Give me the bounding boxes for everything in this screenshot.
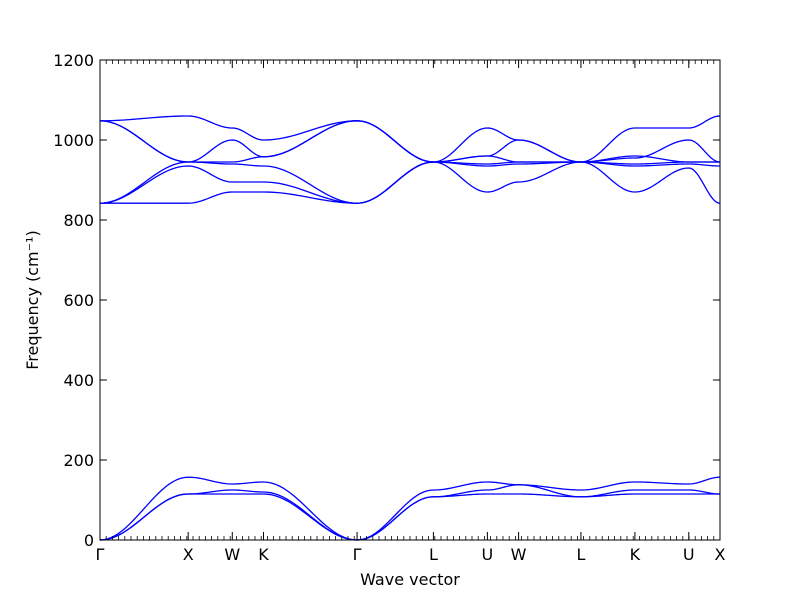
x-tick-label: Γ bbox=[96, 545, 105, 564]
band-line-4 bbox=[100, 161, 721, 204]
band-line-5 bbox=[99, 161, 721, 204]
x-tick-label: Γ bbox=[353, 545, 362, 564]
band-line-2 bbox=[99, 484, 721, 541]
x-tick-label: K bbox=[630, 545, 641, 564]
x-tick-label: X bbox=[715, 545, 726, 564]
x-tick-label: K bbox=[258, 545, 269, 564]
band-lines bbox=[99, 115, 721, 541]
x-tick-label: L bbox=[576, 545, 585, 564]
x-tick-label: W bbox=[511, 545, 527, 564]
axis-ticks bbox=[99, 59, 721, 541]
x-axis-label: Wave vector bbox=[360, 570, 460, 589]
x-tick-label: U bbox=[683, 545, 695, 564]
y-tick-label: 1200 bbox=[53, 51, 94, 70]
x-tick-label: X bbox=[183, 545, 194, 564]
x-tick-label: W bbox=[224, 545, 240, 564]
y-tick-label: 200 bbox=[63, 451, 94, 470]
band-line-6 bbox=[99, 161, 720, 204]
y-tick-label: 400 bbox=[63, 371, 94, 390]
plot-frame bbox=[99, 59, 721, 541]
band-line-7 bbox=[99, 120, 720, 163]
band-line-1 bbox=[99, 493, 720, 541]
x-tick-label: L bbox=[429, 545, 438, 564]
y-tick-label: 0 bbox=[84, 531, 94, 550]
y-tick-label: 800 bbox=[63, 211, 94, 230]
y-tick-label: 1000 bbox=[53, 131, 94, 150]
y-tick-label: 600 bbox=[63, 291, 94, 310]
y-axis-label: Frequency (cm⁻¹) bbox=[23, 230, 42, 369]
band-line-3 bbox=[99, 476, 721, 541]
band-line-8 bbox=[99, 120, 721, 163]
x-tick-label: U bbox=[482, 545, 494, 564]
band-line-9 bbox=[99, 115, 721, 163]
